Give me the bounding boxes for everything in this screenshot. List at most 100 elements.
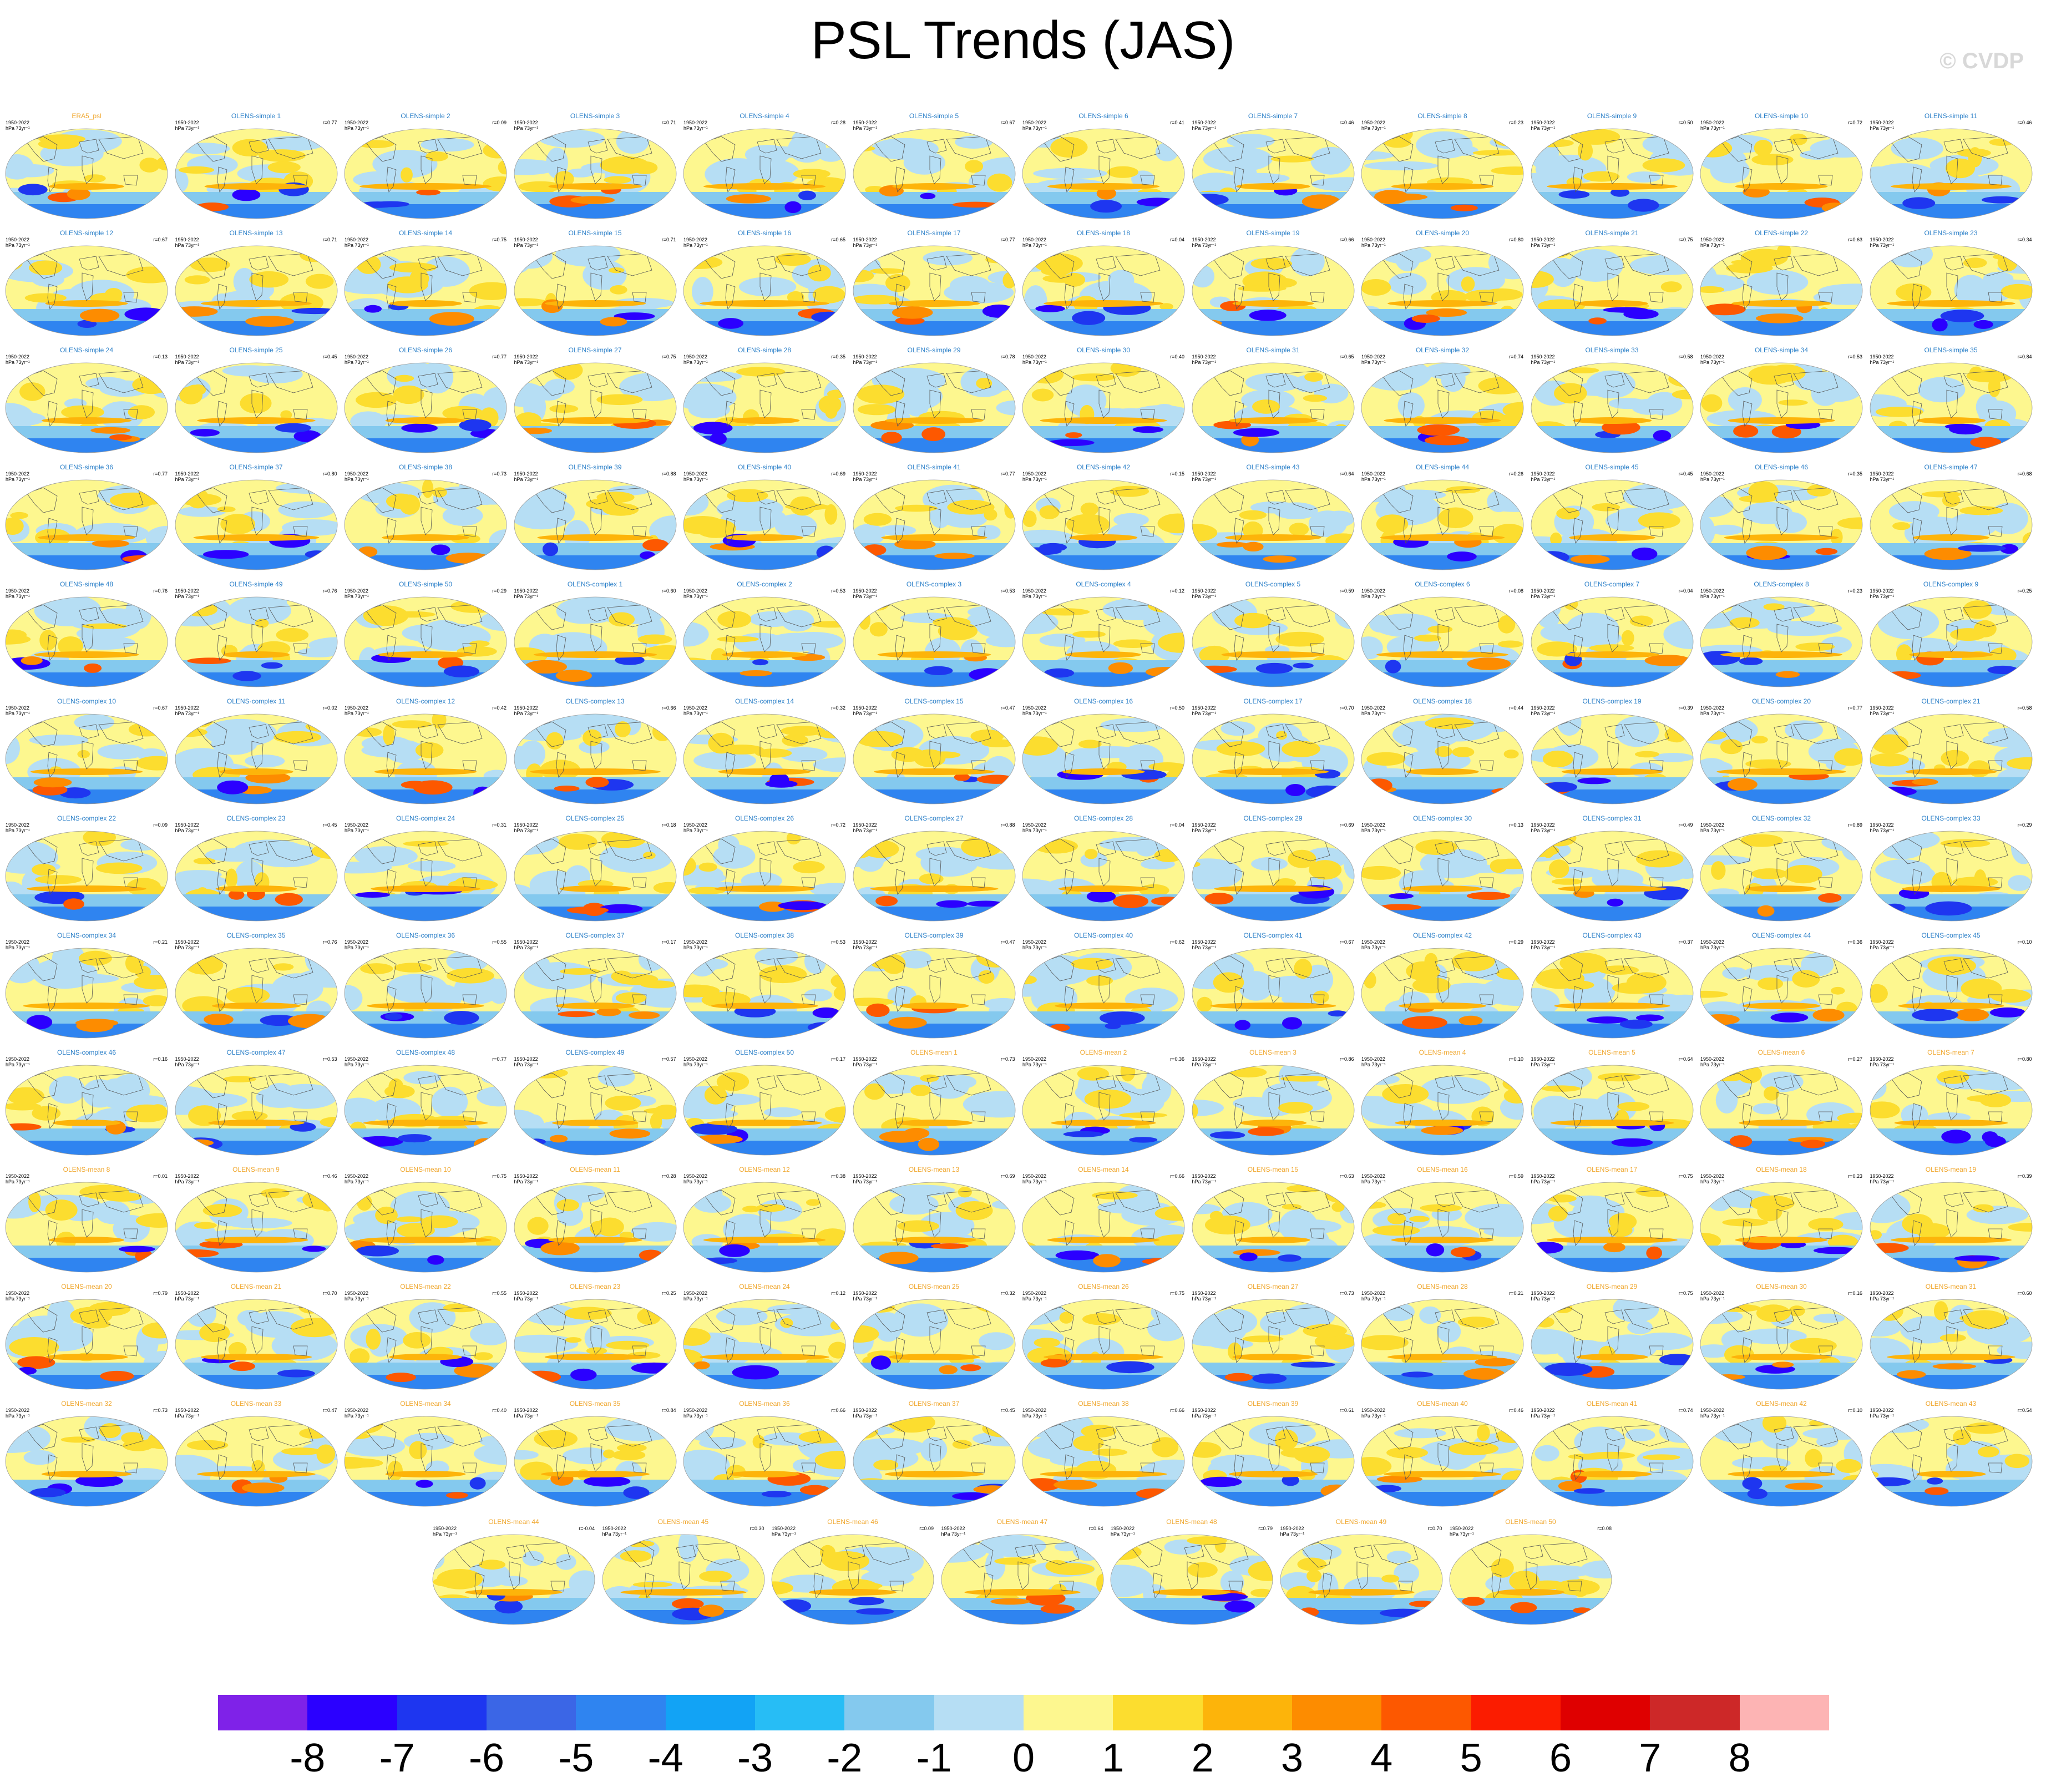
panel-title: OLENS-complex 31	[1582, 814, 1642, 822]
panel-correlation: r=0.66	[1170, 1408, 1184, 1413]
coastline	[873, 487, 905, 513]
trend-patch-positive	[1805, 1449, 1822, 1467]
panel-period: 1950-2022	[1870, 939, 1894, 945]
antarctic-band	[345, 907, 507, 921]
trend-patch-negative	[873, 1312, 902, 1342]
coastline	[1115, 1189, 1161, 1213]
trend-patch-positive	[1376, 514, 1409, 534]
trend-extreme	[1379, 1608, 1427, 1618]
coastline	[1774, 1192, 1794, 1207]
trend-patch-negative	[538, 632, 607, 665]
panel-period: 1950-2022	[6, 588, 30, 594]
trend-extreme	[459, 419, 492, 432]
antarctic-band	[1192, 438, 1354, 453]
coastline	[1774, 607, 1794, 622]
coastline	[556, 1220, 566, 1246]
panel-correlation: r=0.77	[1848, 705, 1862, 711]
coastline	[1403, 1337, 1414, 1363]
panel-units: hPa 73yr⁻¹	[1700, 594, 1725, 599]
map-panel: OLENS-simple 22 1950-2022 hPa 73yr⁻¹ r=0.63	[1699, 229, 1863, 343]
antarctic-band	[1192, 672, 1354, 687]
trend-patch-positive	[384, 1085, 415, 1099]
coastline	[1649, 760, 1663, 771]
trend-extreme	[245, 316, 294, 327]
southern-band	[6, 777, 168, 791]
trend-patch-positive	[1837, 1112, 1862, 1124]
coastline	[776, 253, 822, 276]
trend-extreme	[63, 898, 84, 910]
coastline	[776, 955, 822, 979]
panel-title: OLENS-simple 30	[1076, 346, 1131, 354]
midlat-band	[1387, 1354, 1498, 1360]
coastline	[418, 373, 438, 388]
coastline	[1649, 1462, 1663, 1474]
midlat-band	[1232, 1354, 1314, 1360]
coastline	[267, 1307, 313, 1330]
trend-map	[683, 245, 846, 336]
coastline	[47, 1103, 58, 1129]
coastline	[704, 253, 736, 279]
coastline	[587, 139, 607, 154]
trend-patch-positive	[99, 1423, 121, 1439]
panel-title: OLENS-mean 46	[827, 1518, 878, 1526]
map-outline	[514, 128, 676, 219]
panel-title: OLENS-simple 20	[1415, 229, 1470, 237]
trend-map	[344, 596, 507, 687]
trend-patch-negative	[1531, 988, 1559, 1017]
coastline	[98, 1072, 144, 1096]
trend-map	[175, 362, 337, 453]
panel-units: hPa 73yr⁻¹	[345, 828, 369, 833]
trend-patch-negative	[1753, 1103, 1780, 1115]
coastline	[1437, 1443, 1450, 1472]
midlat-band	[1890, 183, 2012, 190]
coastline	[534, 1072, 566, 1099]
map-outline	[683, 128, 846, 219]
antarctic-band	[1700, 1024, 1862, 1038]
panel-correlation: r=0.80	[1509, 237, 1523, 242]
panel-units: hPa 73yr⁻¹	[1531, 711, 1556, 716]
trend-patch-negative	[763, 1107, 802, 1117]
panel-title: OLENS-simple 13	[229, 229, 283, 237]
panel-correlation: r=0.79	[153, 1290, 168, 1296]
midlat-band	[27, 885, 146, 892]
trend-map	[1361, 128, 1524, 219]
trend-map	[1700, 1182, 1863, 1273]
map-outline	[1361, 948, 1524, 1039]
trend-patch-positive	[1895, 283, 1931, 302]
coastline	[251, 1326, 263, 1355]
map-outline	[1361, 362, 1524, 453]
trend-map	[1870, 713, 2032, 804]
panel-correlation: r=0.50	[1678, 120, 1693, 125]
trend-extreme	[1610, 188, 1629, 197]
map-panel: OLENS-simple 25 1950-2022 hPa 73yr⁻¹ r=0.45	[174, 346, 338, 460]
trend-extreme	[1305, 785, 1348, 799]
trend-patch-positive	[1113, 639, 1153, 648]
midlat-band	[620, 1589, 746, 1596]
coastline	[1284, 487, 1330, 510]
trend-patch-negative	[175, 870, 222, 880]
trend-extreme	[1739, 657, 1763, 665]
trend-patch-negative	[34, 597, 102, 626]
map-outline	[683, 713, 846, 804]
trend-patch-positive	[1361, 1457, 1392, 1476]
midlat-band	[722, 651, 807, 658]
panel-period: 1950-2022	[1192, 120, 1216, 125]
coastline	[1234, 1454, 1244, 1480]
panel-title: OLENS-complex 5	[1245, 580, 1301, 588]
trend-map	[1192, 479, 1354, 570]
panel-title: OLENS-mean 27	[1247, 1283, 1299, 1290]
panel-correlation: r=0.77	[322, 120, 337, 125]
coastline	[1212, 1424, 1244, 1450]
midlat-band	[1224, 534, 1321, 541]
trend-extreme	[938, 1365, 958, 1375]
trend-patch-positive	[1497, 640, 1523, 648]
trend-patch-positive	[869, 268, 904, 274]
map-outline	[1531, 1182, 1693, 1273]
panel-period: 1950-2022	[345, 471, 369, 477]
panel-units: hPa 73yr⁻¹	[1192, 242, 1217, 248]
trend-extreme	[1607, 898, 1623, 907]
panel-title: OLENS-simple 16	[737, 229, 792, 237]
southern-band	[1700, 1128, 1862, 1142]
panel-correlation: r=0.42	[492, 705, 507, 711]
trend-patch-negative	[110, 1074, 150, 1107]
